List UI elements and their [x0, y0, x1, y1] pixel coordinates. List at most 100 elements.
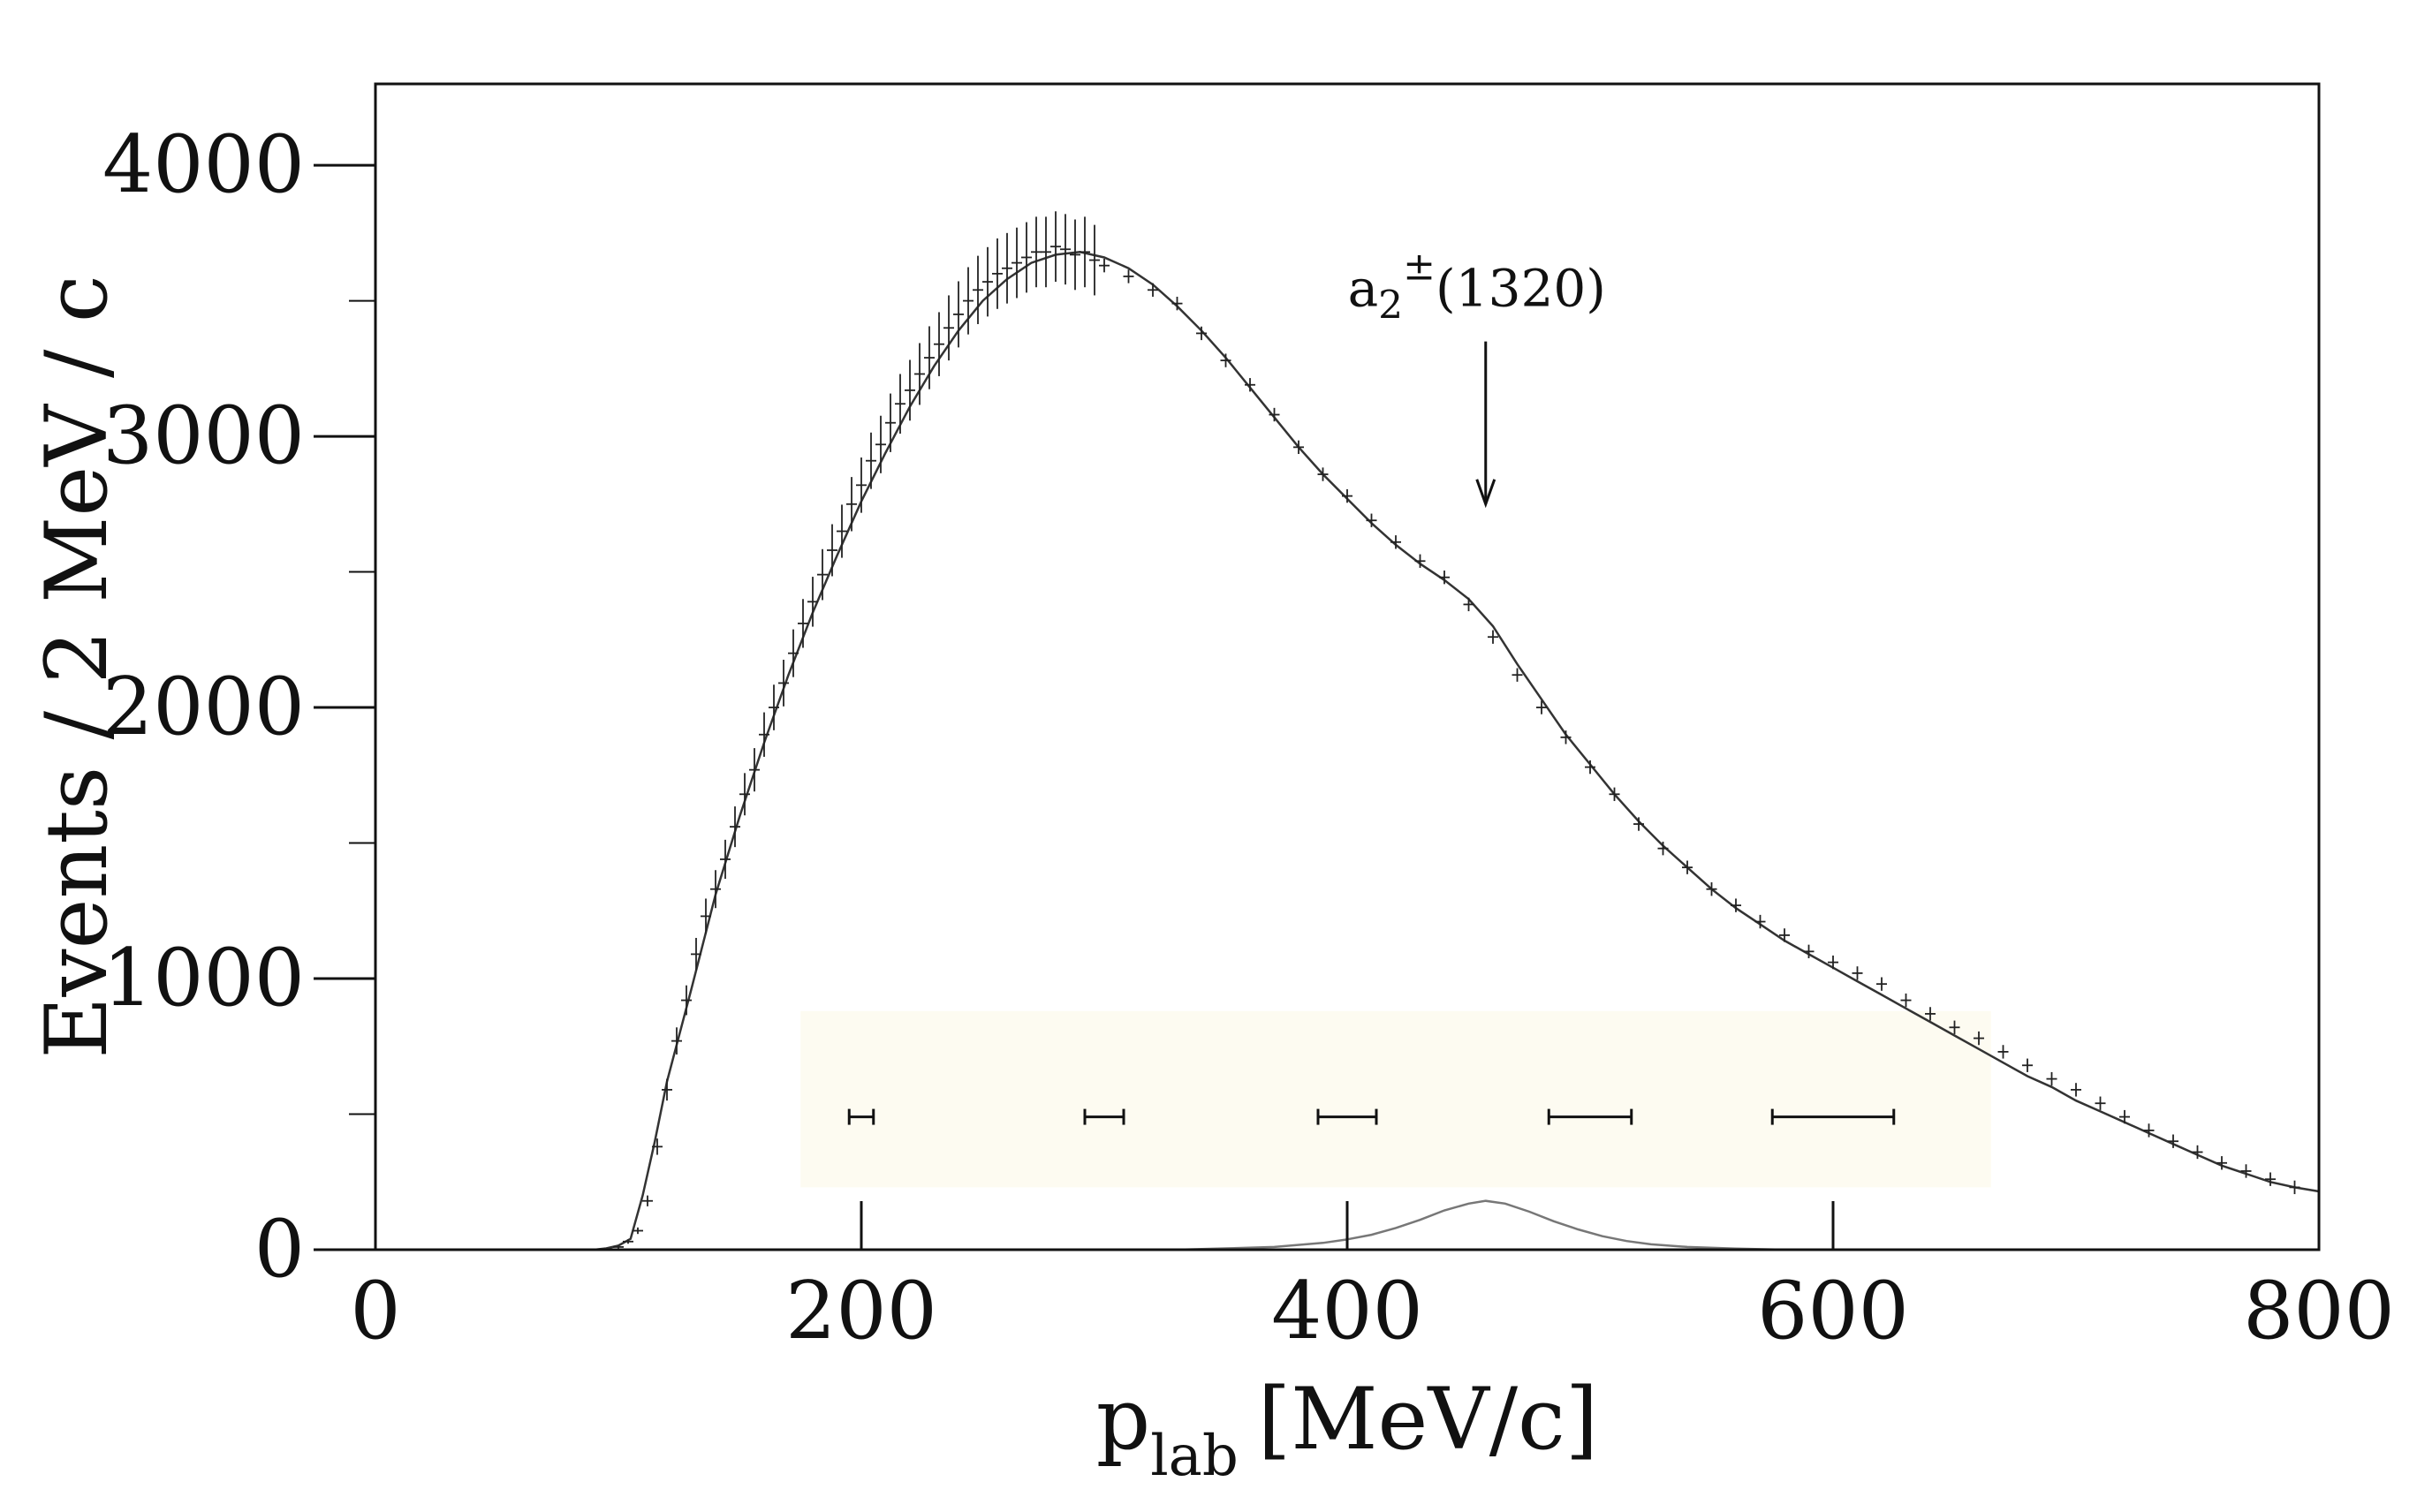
data-point: [749, 748, 760, 792]
data-point: [1342, 488, 1352, 503]
resolution-bar: [1547, 1108, 1633, 1125]
data-point: [642, 1195, 653, 1206]
data-point: [973, 255, 983, 324]
data-point: [681, 985, 692, 1016]
data-point: [1366, 513, 1377, 527]
data-point: [798, 599, 808, 648]
data-point: [2240, 1164, 2252, 1178]
data-point: [1682, 860, 1693, 874]
data-point: [759, 712, 769, 757]
data-point: [701, 898, 711, 934]
data-point: [1876, 977, 1887, 991]
data-point: [2046, 1071, 2057, 1086]
data-point: [2022, 1058, 2033, 1072]
data-point: [963, 267, 974, 335]
data-point: [1021, 222, 1032, 293]
data-point: [1633, 817, 1644, 831]
data-point: [1070, 219, 1080, 291]
data-point: [992, 238, 1003, 309]
data-point: [1089, 224, 1100, 296]
data-point: [1012, 227, 1022, 299]
data-point: [1657, 842, 1669, 856]
data-point: [953, 281, 964, 348]
x-tick-label: 600: [1757, 1265, 1909, 1357]
data-point: [827, 524, 837, 577]
data-point: [730, 806, 740, 848]
resolution-bar: [847, 1108, 875, 1125]
data-point: [1293, 440, 1304, 455]
data-point: [1754, 914, 1766, 929]
resolution-band-background: [800, 1010, 1991, 1188]
data-point: [671, 1027, 682, 1055]
data-point: [1269, 407, 1280, 422]
annotation-sup: ±: [1403, 245, 1436, 290]
data-point: [2071, 1083, 2081, 1097]
data-point: [837, 504, 847, 558]
y-tick-label: 1000: [102, 932, 305, 1024]
data-point: [633, 1227, 643, 1235]
data-point: [2192, 1145, 2203, 1160]
data-point: [1414, 554, 1426, 568]
data-point: [1123, 269, 1134, 284]
data-point: [1512, 668, 1523, 682]
annotation-label: a2±(1320): [1348, 245, 1606, 329]
data-point: [739, 773, 750, 816]
y-tick-label: 3000: [102, 389, 305, 482]
y-tick-label: 0: [254, 1203, 305, 1296]
data-point: [710, 870, 721, 909]
x-tick-label: 200: [785, 1265, 937, 1357]
data-point: [1050, 211, 1061, 283]
x-axis-title-main: p: [1096, 1370, 1150, 1469]
x-tick-label: 400: [1271, 1265, 1423, 1357]
data-point: [934, 312, 944, 376]
data-point: [1099, 259, 1110, 273]
data-point: [817, 548, 828, 601]
data-point: [1439, 571, 1450, 585]
data-point: [613, 1245, 624, 1249]
x-tick-label: 800: [2243, 1265, 2395, 1357]
data-point: [1148, 283, 1158, 297]
data-point: [914, 343, 925, 405]
data-point: [2119, 1109, 2130, 1124]
data-point: [1779, 928, 1790, 942]
data-point: [1997, 1045, 2009, 1059]
resolution-bar: [1083, 1108, 1125, 1125]
annotation-sub: 2: [1378, 284, 1403, 329]
data-point: [1900, 993, 1912, 1008]
data-point: [1080, 216, 1090, 288]
a2-annotation: a2±(1320): [1348, 245, 1606, 509]
data-point: [982, 246, 993, 317]
data-point: [1731, 898, 1741, 912]
y-tick-label: 2000: [102, 661, 305, 753]
data-point: [1852, 966, 1863, 980]
y-axis-title: Events / 2 MeV / c: [27, 275, 126, 1058]
data-point: [1803, 944, 1815, 958]
data-point: [778, 660, 789, 707]
data-point: [2143, 1123, 2155, 1138]
data-point: [1609, 787, 1620, 801]
data-point: [1536, 700, 1547, 714]
data-point: [623, 1239, 633, 1244]
data-point: [2216, 1156, 2227, 1170]
data-point: [924, 326, 935, 389]
data-point: [1585, 760, 1595, 775]
data-point: [866, 432, 876, 489]
data-point: [1390, 535, 1401, 549]
data-point: [1031, 216, 1042, 288]
data-point: [1925, 1007, 1936, 1021]
x-axis-title: plab [MeV/c]: [1096, 1370, 1599, 1489]
data-point: [662, 1078, 672, 1101]
data-point: [2168, 1134, 2178, 1148]
annotation-rest: (1320): [1436, 259, 1606, 319]
annotation-base: a: [1348, 259, 1379, 319]
data-point: [2289, 1180, 2300, 1195]
data-point: [1196, 326, 1207, 341]
x-tick-label: 0: [350, 1265, 400, 1357]
data-point: [1060, 214, 1071, 285]
data-point: [1245, 378, 1255, 392]
data-point: [1706, 882, 1717, 896]
data-point: [720, 839, 731, 880]
data-point: [943, 295, 954, 361]
y-axis-ticks: 0 1000 2000 3000 4000: [102, 118, 375, 1296]
